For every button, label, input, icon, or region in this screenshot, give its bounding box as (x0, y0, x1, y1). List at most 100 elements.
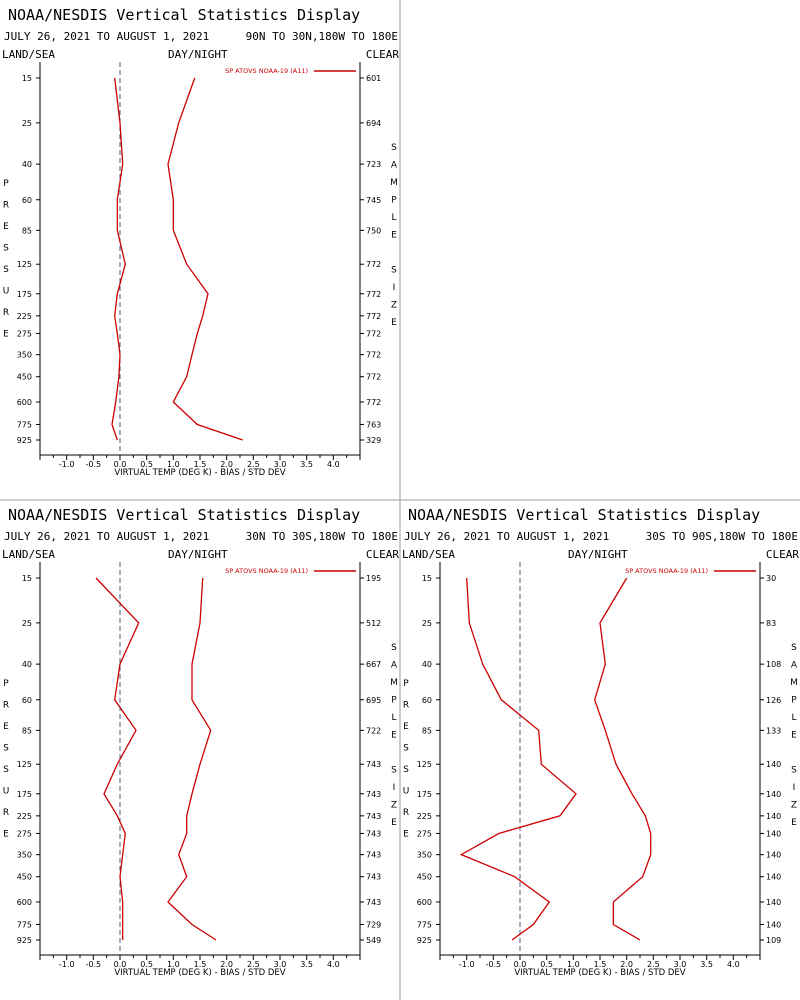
pressure-axis-letter: P (3, 179, 9, 189)
sample-size-axis-letter: E (791, 731, 797, 741)
pressure-level-label: 600 (417, 898, 432, 907)
sample-size-axis-letter: I (393, 283, 396, 293)
x-tick-label: 0.5 (140, 960, 153, 969)
pressure-level-label: 15 (422, 574, 432, 583)
x-tick-label: 0.0 (114, 460, 127, 469)
pressure-level-label: 275 (17, 829, 32, 838)
date-range: JULY 26, 2021 TO AUGUST 1, 2021 (4, 30, 209, 43)
sample-size-axis-letter: A (791, 661, 798, 671)
pressure-level-label: 450 (417, 873, 432, 882)
sample-size-axis-letter: L (791, 713, 796, 723)
sample-size-label: 695 (366, 696, 381, 705)
region-label: 30N TO 30S,180W TO 180E (246, 530, 398, 543)
sample-size-axis-letter: Z (391, 301, 397, 311)
x-tick-label: 2.0 (220, 460, 233, 469)
sample-size-label: 743 (366, 760, 381, 769)
sample-size-label: 140 (766, 790, 781, 799)
pressure-level-label: 775 (17, 920, 32, 929)
pressure-level-label: 15 (22, 574, 32, 583)
pressure-axis-letter: E (403, 830, 409, 840)
pressure-level-label: 225 (17, 312, 32, 321)
clear-label: CLEAR (366, 48, 399, 61)
sample-size-label: 133 (766, 726, 781, 735)
sample-size-label: 126 (766, 696, 781, 705)
x-tick-label: 2.5 (647, 960, 660, 969)
pressure-level-label: 25 (22, 119, 32, 128)
land-sea-label: LAND/SEA (2, 48, 55, 61)
x-tick-label: 1.5 (194, 460, 207, 469)
sample-size-axis-letter: M (790, 678, 798, 688)
x-tick-label: -1.0 (459, 960, 475, 969)
sample-size-label: 30 (766, 574, 776, 583)
stats-panel-2: NOAA/NESDIS Vertical Statistics Display J… (2, 506, 399, 978)
x-tick-label: -1.0 (59, 460, 75, 469)
pressure-level-label: 60 (22, 196, 32, 205)
sample-size-label: 772 (366, 290, 381, 299)
pressure-level-label: 125 (417, 760, 432, 769)
x-tick-label: 1.5 (194, 960, 207, 969)
sample-size-label: 763 (366, 420, 381, 429)
x-tick-label: -0.5 (86, 960, 102, 969)
pressure-level-label: 450 (17, 873, 32, 882)
bias-series-line (459, 577, 577, 941)
sample-size-axis-letter: I (793, 783, 796, 793)
sample-size-label: 667 (366, 660, 381, 669)
pressure-axis-letter: P (403, 679, 409, 689)
pressure-axis-letter: R (3, 308, 9, 318)
sample-size-axis-letter: S (791, 766, 797, 776)
pressure-level-label: 600 (17, 398, 32, 407)
x-tick-label: 1.0 (167, 460, 180, 469)
sample-size-label: 743 (366, 851, 381, 860)
panel-title: NOAA/NESDIS Vertical Statistics Display (8, 506, 360, 524)
sample-size-axis-letter: P (391, 196, 397, 206)
x-tick-label: 4.0 (727, 960, 740, 969)
sample-size-label: 694 (366, 119, 381, 128)
sample-size-axis-letter: E (791, 818, 797, 828)
x-tick-label: 1.5 (594, 960, 607, 969)
sample-size-label: 743 (366, 829, 381, 838)
std-dev-series-line (167, 77, 243, 441)
pressure-level-label: 25 (22, 619, 32, 628)
sample-size-axis-letter: M (390, 178, 398, 188)
day-night-label: DAY/NIGHT (568, 548, 628, 561)
pressure-axis-letter: S (403, 765, 409, 775)
sample-size-label: 140 (766, 898, 781, 907)
pressure-axis-letter: U (3, 287, 10, 297)
sample-size-axis-letter: L (391, 713, 396, 723)
sample-size-axis-letter: S (391, 643, 397, 653)
sample-size-axis-letter: E (391, 231, 397, 241)
pressure-axis-letter: R (3, 808, 9, 818)
date-range: JULY 26, 2021 TO AUGUST 1, 2021 (4, 530, 209, 543)
pressure-axis-letter: U (3, 787, 10, 797)
sample-size-label: 140 (766, 812, 781, 821)
pressure-level-label: 125 (17, 260, 32, 269)
x-axis-label: VIRTUAL TEMP (DEG K) - BIAS / STD DEV (114, 468, 285, 478)
x-tick-label: 3.0 (274, 460, 287, 469)
x-tick-label: 4.0 (327, 960, 340, 969)
pressure-axis-letter: P (3, 679, 9, 689)
pressure-level-label: 40 (422, 660, 432, 669)
sample-size-label: 329 (366, 436, 381, 445)
std-dev-series-line (167, 577, 217, 941)
sample-size-label: 195 (366, 574, 381, 583)
sample-size-axis-letter: Z (791, 801, 797, 811)
pressure-level-label: 40 (22, 160, 32, 169)
pressure-axis-letter: E (403, 722, 409, 732)
sample-size-axis-letter: S (391, 766, 397, 776)
x-tick-label: 3.5 (700, 960, 713, 969)
x-tick-label: -0.5 (86, 460, 102, 469)
pressure-axis-letter: E (3, 830, 9, 840)
pressure-level-label: 85 (22, 226, 32, 235)
day-night-label: DAY/NIGHT (168, 548, 228, 561)
sample-size-label: 83 (766, 619, 776, 628)
pressure-axis-letter: S (3, 265, 9, 275)
x-tick-label: -1.0 (59, 960, 75, 969)
pressure-level-label: 40 (22, 660, 32, 669)
sample-size-label: 743 (366, 812, 381, 821)
sample-size-label: 549 (366, 936, 381, 945)
pressure-axis-letter: S (3, 244, 9, 254)
sample-size-axis-letter: P (391, 696, 397, 706)
x-tick-label: -0.5 (486, 960, 502, 969)
legend-label: SP ATOVS NOAA-19 (A11) (225, 567, 308, 575)
